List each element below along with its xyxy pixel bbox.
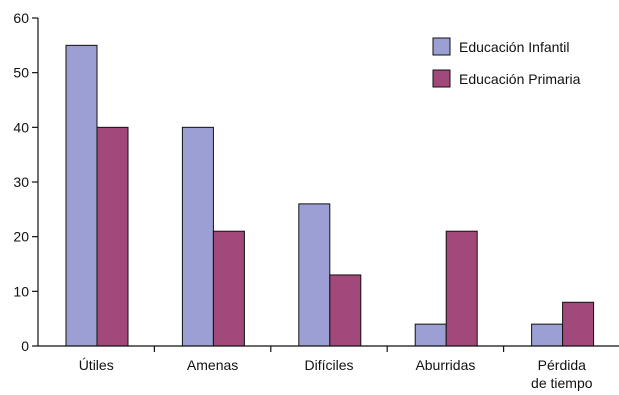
bar-primaria [445, 230, 478, 347]
legend-swatch [432, 37, 451, 56]
bar-infantil [181, 126, 214, 347]
x-tick-label: Difíciles [304, 357, 353, 373]
y-tick-label: 60 [13, 10, 29, 26]
legend-label: Educación Infantil [459, 39, 570, 55]
y-tick-label: 40 [13, 119, 29, 135]
bar-primaria [329, 274, 362, 347]
bars-layer [65, 44, 595, 347]
bar-infantil [298, 203, 331, 347]
y-tick-label: 10 [13, 283, 29, 299]
legend-label: Educación Primaria [459, 71, 581, 87]
y-tick-label: 0 [21, 338, 29, 354]
x-tick-label: Aburridas [415, 357, 475, 373]
bar-primaria [96, 126, 129, 347]
x-ticks: Útiles Amenas Difíciles Aburridas Pérdida de … [79, 346, 593, 391]
bar-infantil [531, 323, 564, 347]
legend: Educación Infantil Educación Primaria [432, 37, 581, 88]
y-ticks: 0 10 20 30 40 50 60 [13, 10, 38, 354]
bar-infantil [65, 44, 98, 347]
bar-primaria [562, 301, 595, 347]
bar-primaria [212, 230, 245, 347]
y-tick-label: 30 [13, 174, 29, 190]
x-tick-label: Útiles [79, 357, 114, 373]
x-tick-label: Amenas [187, 357, 238, 373]
y-tick-label: 20 [13, 229, 29, 245]
x-tick-label: de tiempo [531, 375, 593, 391]
y-tick-label: 50 [13, 65, 29, 81]
legend-swatch [432, 69, 451, 88]
bar-infantil [414, 323, 447, 347]
x-tick-label: Pérdida [538, 357, 586, 373]
